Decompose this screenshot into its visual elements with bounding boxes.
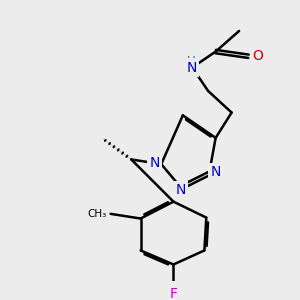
Text: N: N bbox=[149, 156, 160, 170]
Text: N: N bbox=[211, 165, 221, 179]
Text: H: H bbox=[187, 55, 196, 68]
Text: N: N bbox=[176, 183, 186, 197]
Text: N: N bbox=[187, 61, 197, 74]
Text: CH₃: CH₃ bbox=[87, 209, 106, 219]
Text: F: F bbox=[169, 287, 177, 300]
Text: O: O bbox=[252, 49, 263, 63]
